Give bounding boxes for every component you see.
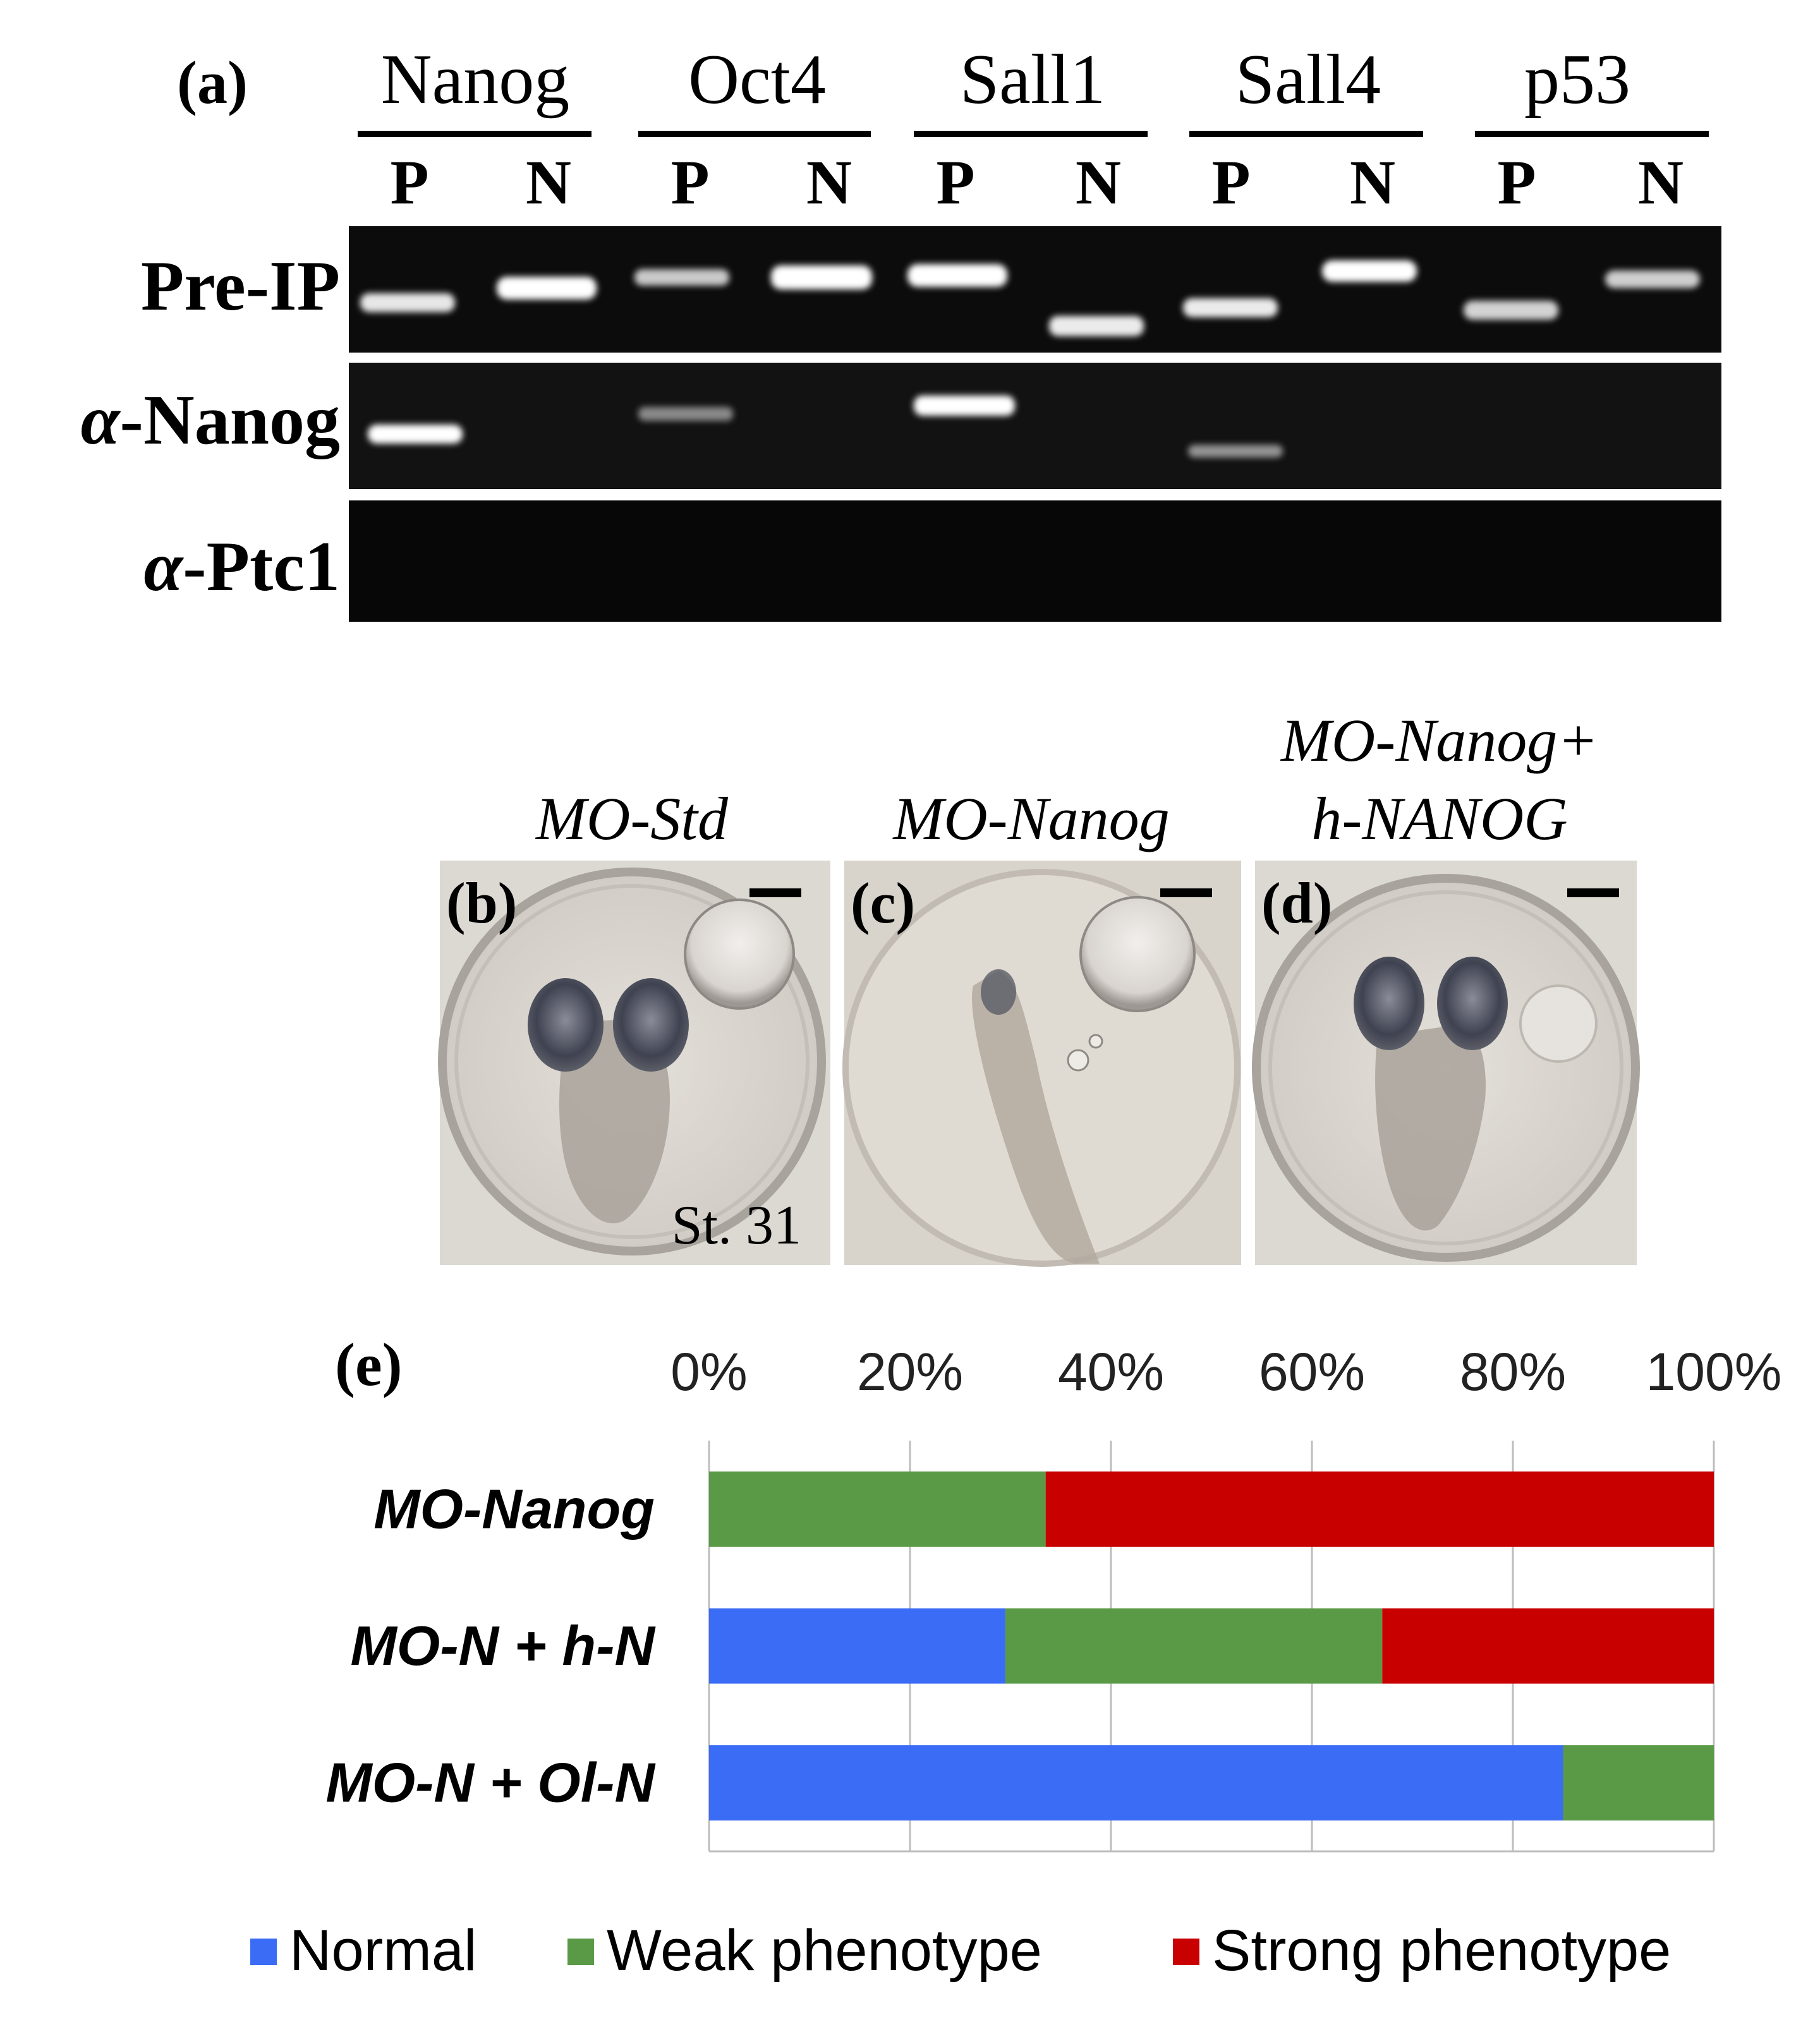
embryo-eye [1437, 957, 1508, 1050]
gel-strip-alpha-ptc1 [349, 500, 1721, 622]
bar-segment [1045, 1471, 1714, 1547]
x-tick-label: 80% [1460, 1342, 1566, 1401]
band [1322, 260, 1417, 282]
lane-label: P [1497, 147, 1536, 217]
row-label-text: -Ptc1 [183, 528, 340, 606]
legend-swatch [567, 1939, 594, 1965]
y-category-label: MO-N + h-N [350, 1614, 656, 1677]
panel-d-title-line2: h-NANOG [1311, 785, 1567, 852]
lane-label: N [1638, 147, 1684, 217]
panel-c-title: MO-Nanog [892, 785, 1169, 852]
band [907, 264, 1007, 287]
embryo-eye [1354, 957, 1424, 1050]
band [1605, 270, 1700, 288]
panel-c-image: (c) [842, 861, 1241, 1267]
bands-pre-ip [360, 260, 1700, 336]
scale-bar [749, 888, 801, 897]
oil-droplet [1079, 896, 1196, 1012]
panel-e-label: (e) [335, 1331, 403, 1398]
panel-a-label: (a) [177, 49, 248, 116]
lane-label: N [806, 147, 852, 217]
panel-b-title: MO-Std [535, 785, 729, 852]
embryo-eye [613, 978, 689, 1072]
scale-bar [1160, 888, 1212, 897]
egg-membrane-inner [1268, 890, 1623, 1245]
band [1049, 316, 1144, 336]
row-label-alpha-nanog: α-Nanog [81, 381, 340, 459]
stage-label: St. 31 [672, 1195, 801, 1256]
bar-segment [709, 1745, 1563, 1821]
panel-b-image: (b) St. 31 [438, 861, 830, 1265]
x-tick-label: 40% [1058, 1342, 1164, 1401]
legend-label: Weak phenotype [607, 1918, 1042, 1983]
embryo-body [972, 971, 1100, 1264]
bar-segment [1382, 1608, 1714, 1684]
legend-swatch [250, 1939, 277, 1965]
stacked-bar-chart: 0% 20% 40% 60% 80% 100% MO-Nanog MO-N + h-N MO-N… [250, 1342, 1781, 1983]
alpha-symbol: α [143, 528, 184, 606]
lane-label: P [670, 147, 709, 217]
band [360, 293, 455, 312]
panel-d-image: (d) [1252, 861, 1640, 1265]
bar-segment [709, 1471, 1046, 1547]
band [638, 407, 733, 421]
x-tick-label: 100% [1646, 1342, 1782, 1401]
panel-b-label: (b) [446, 871, 517, 935]
legend-label: Normal [289, 1918, 476, 1983]
band [914, 396, 1015, 416]
oil-droplet [684, 899, 795, 1010]
oil-droplet [1519, 984, 1598, 1063]
band [634, 269, 729, 286]
lane-label: N [526, 147, 571, 217]
lane-label: N [1076, 147, 1121, 217]
scale-bar [1567, 888, 1619, 897]
gene-p53-label: p53 [1524, 40, 1630, 119]
band [1464, 301, 1558, 320]
x-tick-label: 20% [857, 1342, 963, 1401]
panel-d-title-line1: MO-Nanog+ [1280, 706, 1598, 774]
embryo-eye [528, 978, 604, 1072]
lane-labels: P N P N P N P N P N [390, 147, 1684, 217]
gene-sall4-label: Sall4 [1235, 40, 1381, 119]
row-label-alpha-ptc1: α-Ptc1 [143, 528, 340, 606]
bar-segment [1005, 1608, 1383, 1684]
alpha-symbol: α [81, 381, 121, 459]
panel-d-label: (d) [1261, 871, 1332, 935]
lane-label: P [936, 147, 974, 217]
embryo-eye [981, 969, 1016, 1015]
legend-swatch [1173, 1939, 1199, 1965]
lane-label: P [390, 147, 428, 217]
gel-strip-alpha-nanog [349, 363, 1721, 489]
gene-nanog-label: Nanog [381, 40, 570, 119]
row-label-text: -Nanog [120, 381, 340, 459]
egg-membrane-inner [454, 884, 810, 1239]
panel-e: (e) 0% 20% 40% 60% 80% 100% MO-Nanog MO-N + h-N… [250, 1331, 1781, 1983]
x-tick-label: 60% [1259, 1342, 1365, 1401]
row-label-pre-ip: Pre-IP [141, 247, 340, 325]
bands-alpha-nanog [368, 396, 1283, 457]
panel-c-label: (c) [851, 871, 915, 935]
small-droplet [1067, 1049, 1089, 1072]
band [1183, 298, 1278, 317]
embryo-body [1375, 1024, 1486, 1231]
panels-bcd: MO-Std MO-Nanog MO-Nanog+ h-NANOG (b) St… [438, 706, 1640, 1267]
gene-headers: Nanog Oct4 Sall1 Sall4 p53 [381, 40, 1630, 119]
small-droplet [1088, 1034, 1103, 1049]
band [771, 265, 872, 289]
bar-segment [709, 1608, 1006, 1684]
band [368, 425, 463, 444]
legend-label: Strong phenotype [1212, 1918, 1671, 1983]
gene-sall1-label: Sall1 [960, 40, 1105, 119]
y-category-label: MO-N + Ol-N [325, 1752, 656, 1814]
band [1188, 445, 1283, 457]
bar-segment [1563, 1745, 1714, 1821]
x-tick-label: 0% [670, 1342, 747, 1401]
band [497, 277, 597, 300]
lane-label: P [1211, 147, 1250, 217]
y-category-label: MO-Nanog [373, 1477, 655, 1540]
gene-oct4-label: Oct4 [688, 40, 826, 119]
panel-a: (a) Nanog Oct4 Sall1 Sall4 p53 P N P N P… [81, 40, 1721, 622]
lane-label: N [1350, 147, 1395, 217]
